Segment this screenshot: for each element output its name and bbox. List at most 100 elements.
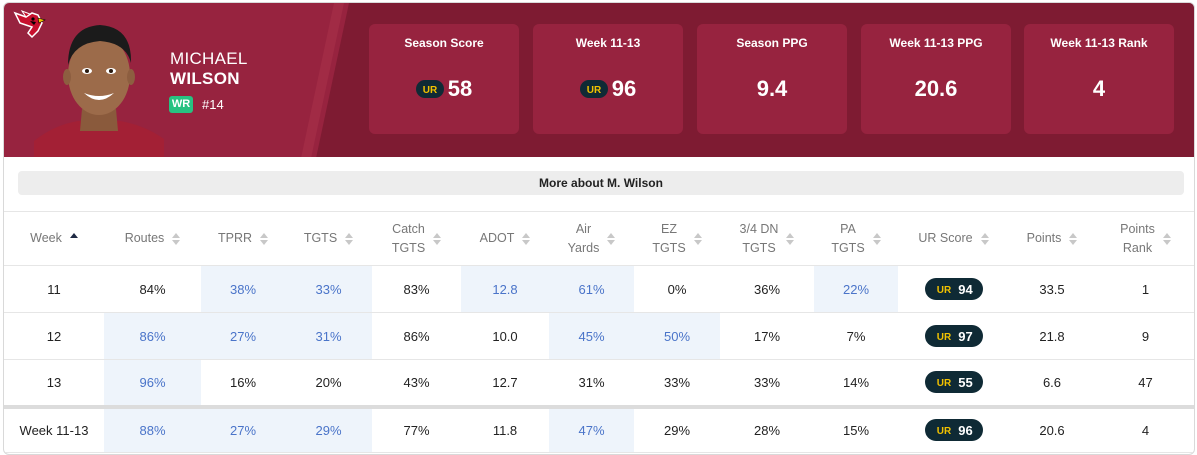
stat-value: 9.4 bbox=[756, 76, 788, 101]
sort-arrows-icon[interactable] bbox=[522, 232, 531, 245]
sort-arrows-icon[interactable] bbox=[607, 232, 616, 245]
player-last-name: WILSON bbox=[170, 69, 240, 88]
column-header-adot[interactable]: ADOT bbox=[461, 211, 549, 266]
svg-text:UR: UR bbox=[587, 85, 602, 96]
cell-tgts: 33% bbox=[285, 265, 372, 313]
column-header-line: Points bbox=[1026, 231, 1062, 245]
cell-points: 20.6 bbox=[1009, 404, 1095, 453]
column-header-content: PA TGTS bbox=[831, 220, 881, 258]
column-header-tgts[interactable]: TGTS bbox=[285, 211, 372, 266]
column-header-points[interactable]: Points bbox=[1009, 211, 1095, 266]
weekly-stats-table: Week Routes TPRR TGTS Catch TGTS ADOT Air Yards E… bbox=[4, 211, 1194, 453]
cell-catch-tgts: 77% bbox=[372, 404, 461, 453]
column-header-line: TGTS bbox=[391, 240, 426, 255]
column-header-content: Points Rank bbox=[1120, 220, 1171, 258]
cell-tgts: 20% bbox=[285, 359, 372, 407]
cell-points-rank: 4 bbox=[1095, 404, 1194, 453]
column-header-dn-tgts[interactable]: 3/4 DN TGTS bbox=[720, 211, 814, 266]
table-row: 12 86% 27% 31% 86% 10.0 45% 50% 17% 7% UR 97 21.8 9 bbox=[4, 312, 1194, 360]
cell-adot: 10.0 bbox=[461, 312, 549, 360]
ur-score-value: 55 bbox=[958, 374, 973, 390]
column-header-label: Points Rank bbox=[1120, 220, 1155, 258]
column-header-line: UR Score bbox=[918, 231, 973, 245]
cell-dn-tgts: 33% bbox=[720, 359, 814, 407]
column-header-routes[interactable]: Routes bbox=[104, 211, 201, 266]
column-header-air-yards[interactable]: Air Yards bbox=[549, 211, 634, 266]
column-header-line: TGTS bbox=[742, 240, 776, 255]
cell-air-yards: 61% bbox=[549, 265, 634, 313]
sort-arrows-icon[interactable] bbox=[1162, 232, 1171, 245]
sort-arrows-icon[interactable] bbox=[872, 232, 881, 245]
cell-pa-tgts: 22% bbox=[814, 265, 898, 313]
summary-row: Week 11-13 88% 27% 29% 77% 11.8 47% 29% 28% 15% UR… bbox=[4, 404, 1194, 453]
column-header-label: Air Yards bbox=[568, 220, 600, 258]
column-header-catch-tgts[interactable]: Catch TGTS bbox=[372, 211, 461, 266]
sort-arrows-icon[interactable] bbox=[172, 232, 181, 245]
column-header-line: TGTS bbox=[652, 240, 686, 255]
table-row: 11 84% 38% 33% 83% 12.8 61% 0% 36% 22% UR 94 33.5 1 bbox=[4, 265, 1194, 313]
cell-air-yards: 31% bbox=[549, 359, 634, 407]
svg-text:UR: UR bbox=[937, 332, 952, 343]
sort-arrows-icon[interactable] bbox=[1069, 232, 1078, 245]
sort-arrows-icon[interactable] bbox=[345, 232, 354, 245]
column-header-tprr[interactable]: TPRR bbox=[201, 211, 285, 266]
column-header-content: TPRR bbox=[218, 229, 269, 248]
column-header-content: Points bbox=[1027, 229, 1078, 248]
sort-arrows-icon[interactable] bbox=[786, 232, 795, 245]
stat-value: 4 bbox=[1092, 76, 1106, 101]
column-header-label: Points bbox=[1027, 229, 1062, 248]
column-header-content: UR Score bbox=[918, 229, 989, 248]
ur-logo-icon: UR bbox=[415, 80, 444, 98]
cell-tprr: 38% bbox=[201, 265, 285, 313]
cell-dn-tgts: 28% bbox=[720, 404, 814, 453]
column-header-label: EZ TGTS bbox=[652, 220, 685, 258]
cell-points-rank: 9 bbox=[1095, 312, 1194, 360]
stat-value: UR 96 bbox=[533, 76, 683, 102]
column-header-content: 3/4 DN TGTS bbox=[740, 220, 795, 258]
column-header-line: TGTS bbox=[831, 240, 865, 255]
stat-value: 20.6 bbox=[914, 76, 958, 101]
more-about-button[interactable]: More about M. Wilson bbox=[18, 171, 1184, 195]
column-header-label: Catch TGTS bbox=[392, 220, 425, 258]
column-header-line: Rank bbox=[1122, 240, 1153, 255]
cell-tgts: 29% bbox=[285, 404, 372, 453]
cell-adot: 12.8 bbox=[461, 265, 549, 313]
column-header-line: 3/4 DN bbox=[739, 221, 779, 236]
ur-logo-icon: UR bbox=[937, 426, 952, 437]
svg-text:UR: UR bbox=[937, 285, 952, 296]
cell-routes: 86% bbox=[104, 312, 201, 360]
column-header-content: Week bbox=[30, 229, 78, 248]
cell-routes: 84% bbox=[104, 265, 201, 313]
ur-score-pill: UR 96 bbox=[924, 419, 983, 442]
sort-arrows-icon[interactable] bbox=[69, 232, 78, 245]
cell-ur-score: UR 55 bbox=[898, 359, 1009, 407]
column-header-ur-score[interactable]: UR Score bbox=[898, 211, 1009, 266]
sort-arrows-icon[interactable] bbox=[433, 232, 442, 245]
column-header-pa-tgts[interactable]: PA TGTS bbox=[814, 211, 898, 266]
cell-week: 11 bbox=[4, 265, 104, 313]
column-header-label: TPRR bbox=[218, 229, 252, 248]
ur-score-value: 97 bbox=[958, 328, 973, 344]
stat-box-week-rank: Week 11-13 Rank 4 bbox=[1024, 24, 1174, 134]
column-header-line: TGTS bbox=[303, 231, 338, 245]
column-header-ez-tgts[interactable]: EZ TGTS bbox=[634, 211, 720, 266]
column-header-line: Points bbox=[1120, 221, 1155, 236]
stat-box-week-ppg: Week 11-13 PPG 20.6 bbox=[861, 24, 1011, 134]
column-header-week[interactable]: Week bbox=[4, 211, 104, 266]
sort-arrows-icon[interactable] bbox=[980, 232, 989, 245]
column-header-points-rank[interactable]: Points Rank bbox=[1095, 211, 1194, 266]
column-header-line: PA bbox=[840, 221, 856, 236]
sort-arrows-icon[interactable] bbox=[260, 232, 269, 245]
column-header-label: PA TGTS bbox=[831, 220, 864, 258]
jersey-number: #14 bbox=[202, 97, 224, 112]
ur-logo-icon: UR bbox=[579, 80, 608, 98]
cell-points-rank: 1 bbox=[1095, 265, 1194, 313]
ur-score-pill: UR 55 bbox=[924, 371, 983, 394]
cell-points-rank: 47 bbox=[1095, 359, 1194, 407]
stat-box-season-score: Season Score UR 58 bbox=[369, 24, 519, 134]
svg-text:UR: UR bbox=[423, 85, 438, 96]
ur-score-value: 94 bbox=[958, 281, 973, 297]
table-row: 13 96% 16% 20% 43% 12.7 31% 33% 33% 14% UR 55 6.6 47 bbox=[4, 359, 1194, 407]
column-header-line: Yards bbox=[567, 240, 600, 255]
sort-arrows-icon[interactable] bbox=[693, 232, 702, 245]
